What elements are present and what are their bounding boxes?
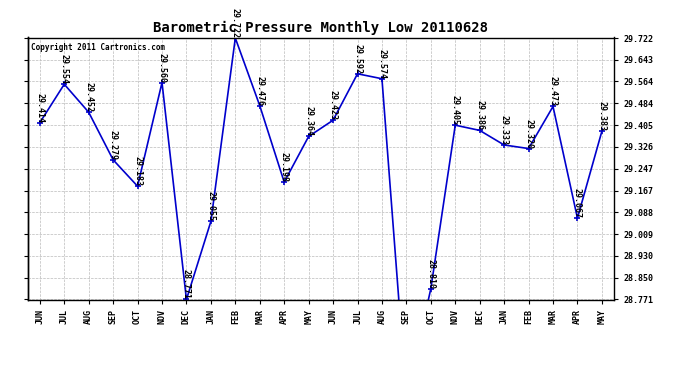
Text: 28.409: 28.409 [0, 374, 1, 375]
Text: 29.574: 29.574 [377, 49, 386, 79]
Text: 29.452: 29.452 [84, 82, 93, 112]
Text: 29.279: 29.279 [108, 130, 117, 160]
Text: 29.055: 29.055 [206, 191, 215, 221]
Text: Copyright 2011 Cartronics.com: Copyright 2011 Cartronics.com [30, 43, 165, 52]
Text: 29.364: 29.364 [304, 106, 313, 136]
Text: 29.414: 29.414 [35, 93, 44, 123]
Text: 29.554: 29.554 [60, 54, 69, 84]
Text: 28.810: 28.810 [426, 259, 435, 289]
Text: 29.592: 29.592 [353, 44, 362, 74]
Text: 29.320: 29.320 [524, 118, 533, 148]
Title: Barometric Pressure Monthly Low 20110628: Barometric Pressure Monthly Low 20110628 [153, 21, 489, 35]
Text: 29.473: 29.473 [549, 76, 558, 106]
Text: 29.405: 29.405 [451, 95, 460, 125]
Text: 28.771: 28.771 [182, 270, 191, 300]
Text: 29.383: 29.383 [598, 101, 607, 131]
Text: 29.423: 29.423 [328, 90, 337, 120]
Text: 29.476: 29.476 [255, 76, 264, 106]
Text: 29.198: 29.198 [279, 152, 288, 182]
Text: 29.560: 29.560 [157, 53, 166, 82]
Text: 29.067: 29.067 [573, 188, 582, 218]
Text: 29.386: 29.386 [475, 100, 484, 130]
Text: 29.333: 29.333 [500, 115, 509, 145]
Text: 29.722: 29.722 [231, 8, 240, 38]
Text: 29.183: 29.183 [133, 156, 142, 186]
